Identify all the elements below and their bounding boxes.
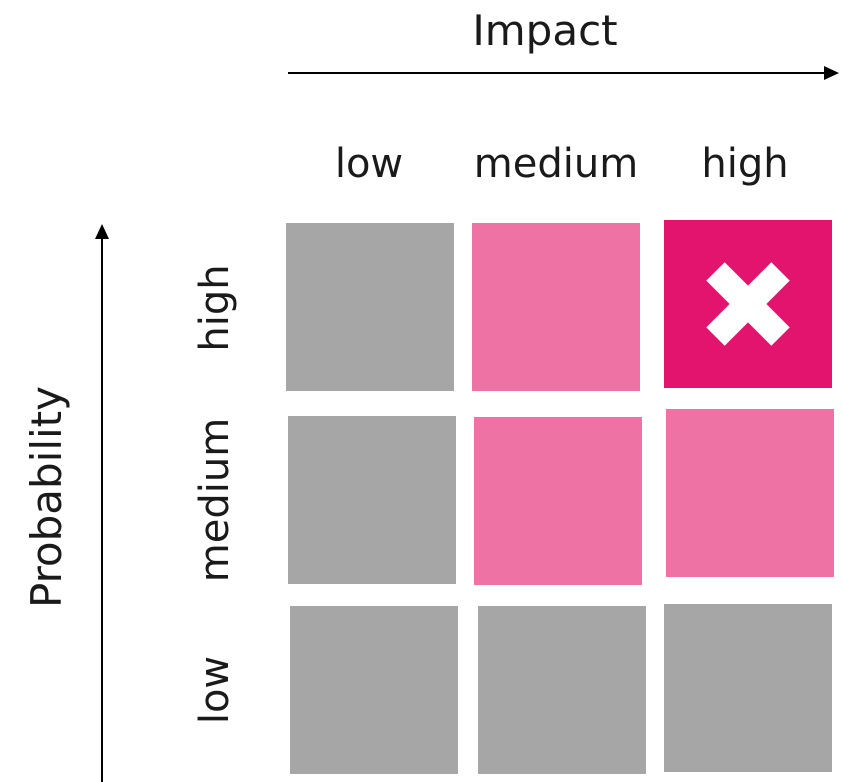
probability-level-medium: medium [192, 417, 238, 583]
risk-cell-high-prob-medium-impact [472, 223, 640, 391]
risk-cell-high-prob-low-impact [286, 223, 454, 391]
risk-cell-medium-prob-low-impact [288, 416, 456, 584]
probability-axis-line [101, 236, 103, 782]
probability-axis-title: Probability [22, 385, 71, 609]
impact-level-medium: medium [473, 141, 639, 187]
risk-cell-low-prob-medium-impact [478, 606, 646, 774]
risk-cell-medium-prob-high-impact [666, 409, 834, 577]
risk-cell-low-prob-low-impact [290, 606, 458, 774]
impact-axis-title: Impact [472, 6, 618, 55]
risk-cell-medium-prob-medium-impact [474, 417, 642, 585]
risk-cell-high-prob-high-impact [664, 220, 832, 388]
cross-icon [708, 264, 788, 344]
impact-level-high: high [701, 141, 789, 187]
impact-level-low: low [334, 141, 404, 187]
impact-axis-arrowhead [824, 66, 839, 80]
probability-level-high: high [192, 264, 238, 352]
probability-level-low: low [192, 655, 238, 725]
impact-axis-line [288, 72, 828, 74]
risk-cell-low-prob-high-impact [664, 604, 832, 772]
probability-axis-arrowhead [95, 224, 109, 239]
